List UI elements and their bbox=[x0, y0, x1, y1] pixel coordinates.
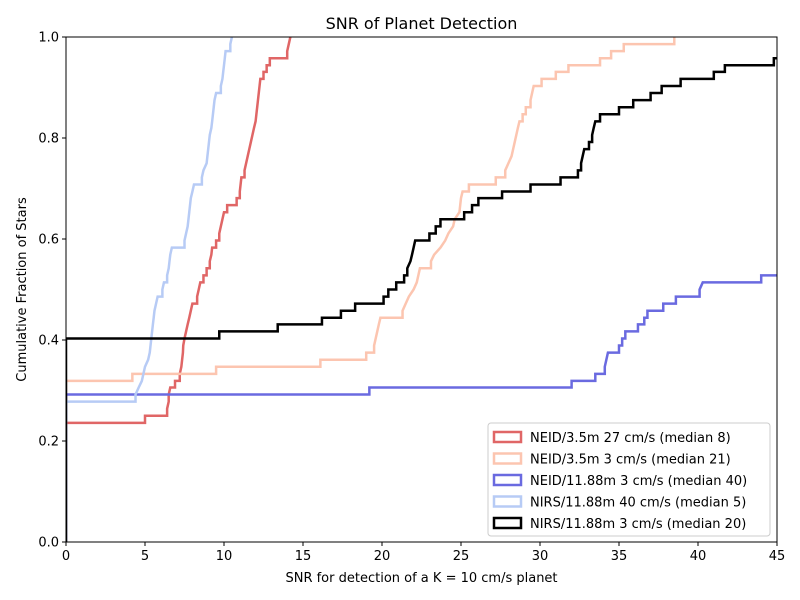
plot-frame bbox=[65, 36, 778, 543]
y-tick-label: 0.0 bbox=[38, 536, 59, 551]
legend-label-3: NEID/11.88m 3 cm/s (median 40) bbox=[530, 474, 747, 489]
y-tick-label: 0.2 bbox=[38, 435, 59, 450]
series-line-3 bbox=[66, 274, 777, 542]
legend-label-1: NEID/3.5m 27 cm/s (median 8) bbox=[530, 431, 731, 446]
y-tick-label: 0.6 bbox=[38, 233, 59, 248]
legend-label-4: NIRS/11.88m 40 cm/s (median 5) bbox=[530, 496, 746, 511]
chart-title: SNR of Planet Detection bbox=[326, 14, 518, 33]
legend-swatch-4 bbox=[492, 495, 523, 508]
x-tick-label: 10 bbox=[216, 549, 233, 564]
x-tick-label: 45 bbox=[769, 549, 786, 564]
x-tick-label: 15 bbox=[295, 549, 312, 564]
y-tick-label: 1.0 bbox=[38, 31, 59, 46]
series-line-5 bbox=[66, 56, 777, 542]
plot-area: 0 5 10 15 20 25 30 35 40 45 0.0 0.2 0.4 0.6 0.8 1.0 bbox=[38, 31, 785, 565]
x-tick-label: 25 bbox=[453, 549, 470, 564]
legend-swatch-3 bbox=[492, 473, 523, 487]
x-tick-label: 5 bbox=[141, 549, 149, 564]
legend-swatch-1 bbox=[492, 430, 523, 444]
y-tick-label: 0.8 bbox=[38, 132, 59, 147]
legend-swatch-5 bbox=[492, 516, 523, 530]
legend-box bbox=[487, 422, 771, 537]
x-tick-label: 35 bbox=[611, 549, 628, 564]
series-line-4 bbox=[66, 37, 234, 542]
legend-label-5: NIRS/11.88m 3 cm/s (median 20) bbox=[530, 517, 746, 532]
y-axis-label: Cumulative Fraction of Stars bbox=[15, 197, 30, 382]
x-tick-label: 40 bbox=[690, 549, 707, 564]
y-tick-label: 0.4 bbox=[38, 334, 59, 349]
series-line-2 bbox=[66, 37, 676, 542]
x-axis-label: SNR for detection of a K = 10 cm/s plane… bbox=[285, 571, 557, 586]
series-line-1 bbox=[66, 37, 292, 542]
series-layer bbox=[66, 37, 777, 542]
x-tick-label: 20 bbox=[374, 549, 391, 564]
x-tick-label: 30 bbox=[532, 549, 549, 564]
x-tick-label: 0 bbox=[62, 549, 70, 564]
y-axis: 0.0 0.2 0.4 0.6 0.8 1.0 bbox=[38, 31, 66, 551]
legend-swatch-2 bbox=[492, 452, 523, 465]
legend: NEID/3.5m 27 cm/s (median 8) NEID/3.5m 3 … bbox=[487, 422, 771, 537]
x-axis: 0 5 10 15 20 25 30 35 40 45 bbox=[62, 542, 785, 564]
legend-label-2: NEID/3.5m 3 cm/s (median 21) bbox=[530, 453, 731, 468]
